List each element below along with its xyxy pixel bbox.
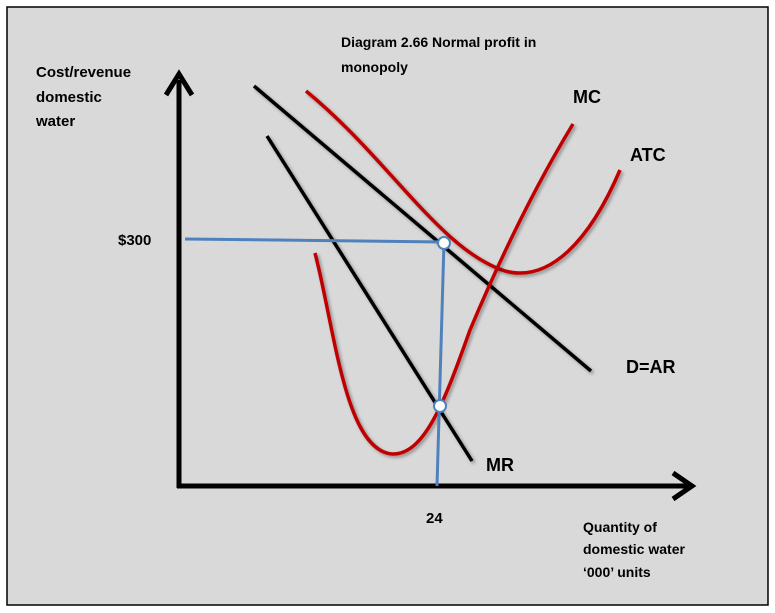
- diagram-title-line-2: monopoly: [341, 59, 408, 75]
- y-axis-label: Cost/revenue domestic water: [35, 64, 135, 130]
- x-axis-label-line-1: Quantity of: [583, 519, 657, 535]
- y-axis-label-line-2: domestic: [36, 89, 102, 106]
- demand-curve-label: D=AR: [626, 357, 676, 377]
- mc-curve-label: MC: [573, 87, 601, 107]
- x-axis-label: Quantity of domestic water ‘000’ units: [583, 519, 689, 580]
- y-axis-label-line-3: water: [35, 113, 75, 130]
- x-axis-label-line-3: ‘000’ units: [583, 564, 651, 580]
- mr-curve-label: MR: [486, 455, 514, 475]
- quantity-label: 24: [426, 510, 443, 527]
- x-axis-label-line-2: domestic water: [583, 541, 685, 557]
- axes: [163, 69, 697, 502]
- diagram-title: Diagram 2.66 Normal profit in monopoly: [341, 34, 540, 75]
- demand-curve: [252, 84, 593, 373]
- x-axis-arrowhead: [671, 470, 697, 502]
- diagram-background: [6, 6, 769, 606]
- y-axis-arrowhead: [163, 69, 195, 97]
- mc-mr-intersection-marker: [433, 399, 447, 413]
- atc-curve-label: ATC: [630, 145, 666, 165]
- atc-curve: [304, 89, 622, 275]
- profit-max-point-marker: [437, 236, 451, 250]
- y-axis-label-line-1: Cost/revenue: [36, 64, 131, 81]
- diagram-title-line-1: Diagram 2.66 Normal profit in: [341, 34, 536, 50]
- quantity-guide-line: [435, 241, 446, 487]
- price-guide-line: [184, 237, 445, 244]
- mc-curve: [313, 123, 575, 456]
- price-label: $300: [118, 232, 151, 249]
